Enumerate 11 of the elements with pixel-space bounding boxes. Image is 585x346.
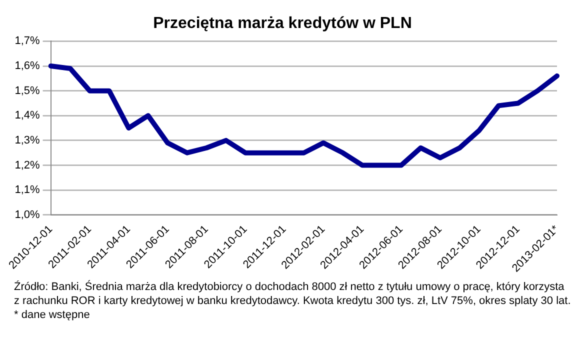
y-tick-label: 1,0% xyxy=(14,208,40,221)
y-tick-label: 1,2% xyxy=(14,159,40,172)
y-tick-label: 1,3% xyxy=(14,134,40,146)
text: Źródło: Banki, Średnia marża dla kredytobiorcy o dochodach 8000 zł netto z tytułu umowy o pracę, który korzysta z rachunku ROR i karty kredytowej w banku kredytodawcy. Kwota kredytu 300 tys. zł, LtV 75%, okres splaty 30 lat. xyxy=(14,280,571,308)
y-tick-label: 1,5% xyxy=(14,84,40,97)
y-tick-label: 1,6% xyxy=(14,60,40,72)
chart-title: Przeciętna marża kredytów w PLN xyxy=(153,15,412,32)
y-tick-label: 1,7% xyxy=(14,35,40,48)
text: * dane wstępne xyxy=(14,308,91,322)
y-tick-label: 1,4% xyxy=(14,110,40,122)
y-tick-label: 1,1% xyxy=(14,184,40,196)
